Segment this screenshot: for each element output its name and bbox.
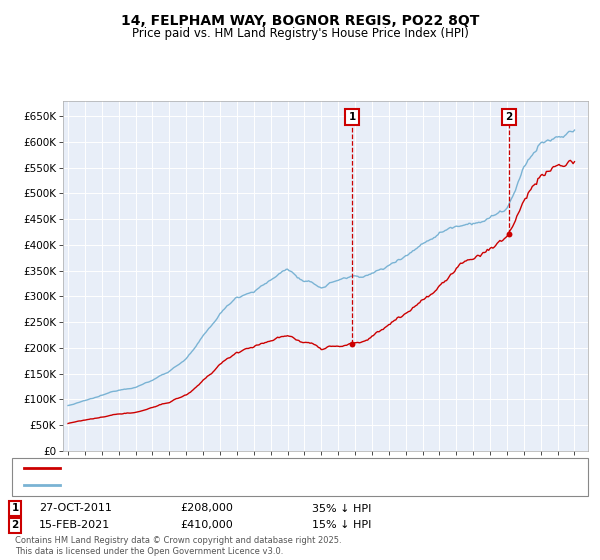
Text: HPI: Average price, detached house, Arun: HPI: Average price, detached house, Arun — [66, 480, 284, 490]
Text: 2: 2 — [505, 112, 512, 122]
Text: 1: 1 — [349, 112, 356, 122]
Text: 15% ↓ HPI: 15% ↓ HPI — [312, 520, 371, 530]
Text: 14, FELPHAM WAY, BOGNOR REGIS, PO22 8QT: 14, FELPHAM WAY, BOGNOR REGIS, PO22 8QT — [121, 14, 479, 28]
Text: 1: 1 — [11, 503, 19, 514]
Point — [504, 230, 514, 239]
Text: 15-FEB-2021: 15-FEB-2021 — [39, 520, 110, 530]
Text: 14, FELPHAM WAY, BOGNOR REGIS, PO22 8QT (detached house): 14, FELPHAM WAY, BOGNOR REGIS, PO22 8QT … — [66, 463, 401, 473]
Text: £208,000: £208,000 — [180, 503, 233, 514]
Text: Price paid vs. HM Land Registry's House Price Index (HPI): Price paid vs. HM Land Registry's House … — [131, 27, 469, 40]
Text: 35% ↓ HPI: 35% ↓ HPI — [312, 503, 371, 514]
Text: 27-OCT-2011: 27-OCT-2011 — [39, 503, 112, 514]
Text: 2: 2 — [11, 520, 19, 530]
Point — [347, 339, 357, 348]
Text: Contains HM Land Registry data © Crown copyright and database right 2025.
This d: Contains HM Land Registry data © Crown c… — [15, 536, 341, 556]
Text: £410,000: £410,000 — [180, 520, 233, 530]
